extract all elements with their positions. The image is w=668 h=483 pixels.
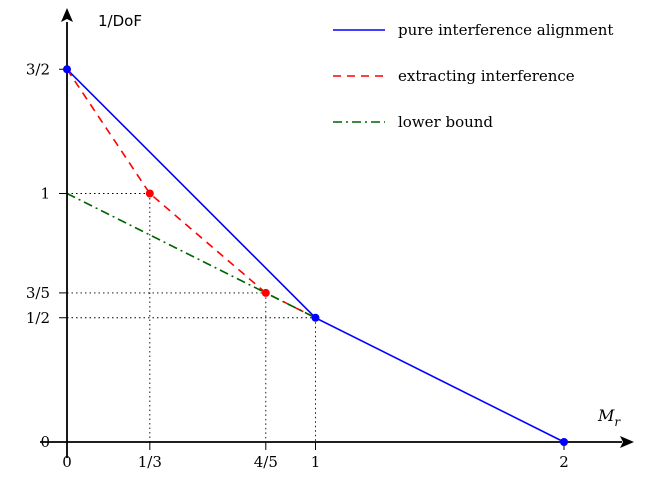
data-point-0: [560, 438, 568, 446]
x-tick-label: 4/5: [254, 453, 278, 471]
x-tick-label: 1: [311, 453, 321, 471]
data-point-0: [63, 65, 71, 74]
y-axis-arrow: [61, 8, 73, 22]
x-tick-label: 0: [62, 453, 72, 471]
y-tick-label: 0: [40, 433, 50, 451]
data-point-1: [261, 288, 270, 297]
x-tick-label: 1/3: [138, 453, 162, 471]
guide-lines: [67, 193, 316, 442]
legend-label-2: lower bound: [398, 113, 493, 131]
axes: 1/DoF Mr: [40, 8, 634, 458]
y-tick-label: 3/2: [26, 60, 50, 78]
data-point-1: [145, 189, 154, 198]
markers: [63, 65, 568, 446]
y-axis-label: 1/DoF: [98, 12, 142, 30]
legend-label-1: extracting interference: [398, 67, 575, 85]
x-axis-arrow: [620, 436, 634, 448]
legend-label-0: pure interference alignment: [398, 21, 613, 39]
y-tick-label: 3/5: [26, 284, 50, 302]
y-tick-label: 1/2: [26, 309, 50, 327]
y-tick-label: 1: [40, 185, 50, 203]
ticks: 0 1/3 4/5 1 2 0 1/2 3/5 1 3/2: [26, 60, 569, 471]
x-axis-label: Mr: [597, 406, 621, 429]
series-line-2: [66, 192, 316, 319]
x-tick-label: 2: [559, 453, 569, 471]
data-point-0: [311, 313, 320, 322]
x-axis-label-subscript: r: [614, 415, 621, 429]
legend: pure interference alignment extracting in…: [333, 21, 613, 131]
